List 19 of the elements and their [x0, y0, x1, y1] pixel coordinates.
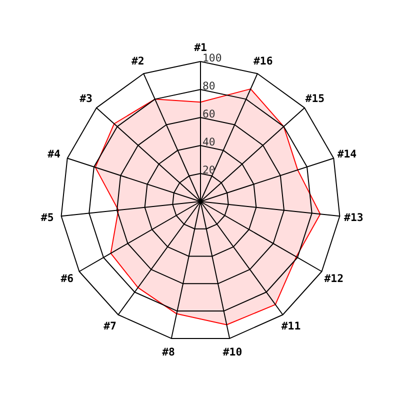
spoke-label: #6	[60, 272, 74, 285]
spoke-label: #8	[162, 346, 175, 359]
spoke-label: #12	[324, 272, 344, 285]
spoke-label: #4	[48, 147, 60, 160]
spoke-label: #7	[104, 320, 116, 333]
spoke-label: #15	[305, 92, 325, 105]
spoke-label: #5	[40, 211, 54, 224]
y-tick-label: 100	[202, 52, 222, 64]
spoke-label: #11	[281, 320, 301, 333]
y-tick-label: 80	[202, 80, 216, 92]
spoke-label: #16	[254, 54, 273, 68]
spoke-label: #2	[131, 54, 144, 68]
y-tick-label: 60	[202, 108, 216, 120]
spoke-label: #3	[80, 92, 92, 105]
spoke-label: #14	[337, 147, 357, 160]
y-tick-label: 40	[202, 136, 216, 148]
spoke-label: #10	[222, 346, 242, 359]
spoke-label: #13	[344, 211, 364, 224]
spoke-label: #1	[194, 41, 207, 54]
